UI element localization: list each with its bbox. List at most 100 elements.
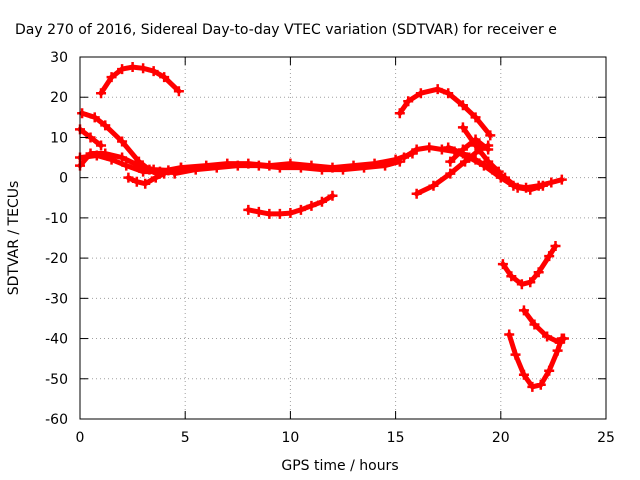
data-point-marker [436,144,447,155]
data-point-marker [470,134,481,145]
data-point-marker [443,142,454,153]
y-tick-label: 20 [50,90,68,106]
y-tick-label: -50 [45,372,68,388]
data-point-marker [550,241,561,252]
data-point-marker [264,160,275,171]
chart-title: Day 270 of 2016, Sidereal Day-to-day VTE… [15,22,557,38]
data-point-marker [506,271,517,282]
data-point-marker [457,144,468,155]
data-point-marker [201,160,212,171]
data-point-marker [169,168,180,179]
x-axis-label: GPS time / hours [281,458,398,474]
data-point-marker [159,168,170,179]
data-point-marker [460,156,471,167]
series-trace [178,151,415,171]
data-series-18 [518,305,569,348]
data-point-marker [537,180,548,191]
data-point-marker [558,333,569,344]
data-point-marker [403,96,414,107]
data-point-marker [89,112,100,123]
data-point-marker [306,200,317,211]
data-point-marker [327,190,338,201]
data-point-marker [544,365,555,376]
data-point-marker [117,64,128,75]
data-point-marker [123,172,134,183]
data-point-marker [432,84,443,95]
y-axis-label: SDTVAR / TECUs [6,181,22,296]
data-point-marker [369,158,380,169]
data-point-marker [443,88,454,99]
data-series-17 [504,329,567,392]
data-point-marker [445,168,456,179]
data-series-14 [457,122,504,177]
data-series-1 [96,62,184,99]
data-point-marker [274,208,285,219]
data-point-marker [175,162,186,173]
data-point-marker [512,182,523,193]
data-point-marker [500,172,511,183]
data-point-marker [148,164,159,175]
data-point-marker [399,152,410,163]
data-point-marker [424,142,435,153]
data-point-marker [106,72,117,83]
y-tick-label: -40 [45,332,68,348]
data-point-marker [415,88,426,99]
data-series-16 [497,241,561,290]
x-tick-label: 20 [492,430,510,446]
data-point-marker [173,86,184,97]
x-tick-label: 25 [597,430,615,446]
data-point-marker [96,88,107,99]
data-point-marker [348,160,359,171]
data-point-marker [96,140,107,151]
data-point-marker [390,154,401,165]
data-point-marker [159,72,170,83]
data-point-marker [457,122,468,133]
data-series-5 [75,148,174,176]
data-point-marker [542,331,553,342]
data-series-6 [123,168,170,189]
data-point-marker [148,66,159,77]
data-point-marker [243,204,254,215]
data-point-marker [533,267,544,278]
data-point-marker [117,152,128,163]
data-series-10 [394,84,496,141]
data-point-marker [222,158,233,169]
data-point-marker [527,381,538,392]
data-series-9 [243,190,338,219]
data-point-marker [117,136,128,147]
data-point-marker [525,184,536,195]
data-point-marker [327,162,338,173]
data-point-marker [411,144,422,155]
x-tick-label: 15 [387,430,405,446]
data-point-marker [85,148,96,159]
x-tick-label: 0 [76,430,85,446]
data-point-marker [140,178,151,189]
series-trace [447,137,491,165]
data-point-marker [518,369,529,380]
data-point-marker [525,277,536,288]
data-point-marker [518,305,529,316]
data-point-marker [485,130,496,141]
plot-frame [79,56,607,420]
data-point-marker [285,208,296,219]
data-point-marker [535,379,546,390]
data-point-marker [493,166,504,177]
data-point-marker [556,174,567,185]
data-series-15 [445,134,494,167]
data-point-marker [457,100,468,111]
data-point-marker [552,345,563,356]
x-tick-label: 5 [181,430,190,446]
data-point-marker [497,259,508,270]
data-point-marker [285,158,296,169]
data-point-marker [470,154,481,165]
data-point-marker [243,158,254,169]
data-point-marker [100,148,111,159]
data-point-marker [138,63,149,74]
axis-ticks: 0 5 10 15 20 25 -60 -50 -40 -30 -20 -10 0 10 20 30 [45,50,615,446]
data-point-marker [510,349,521,360]
data-point-marker [264,208,275,219]
y-tick-label: -30 [45,291,68,307]
data-point-marker [127,62,138,73]
data-point-marker [133,160,144,171]
data-point-marker [516,279,527,290]
